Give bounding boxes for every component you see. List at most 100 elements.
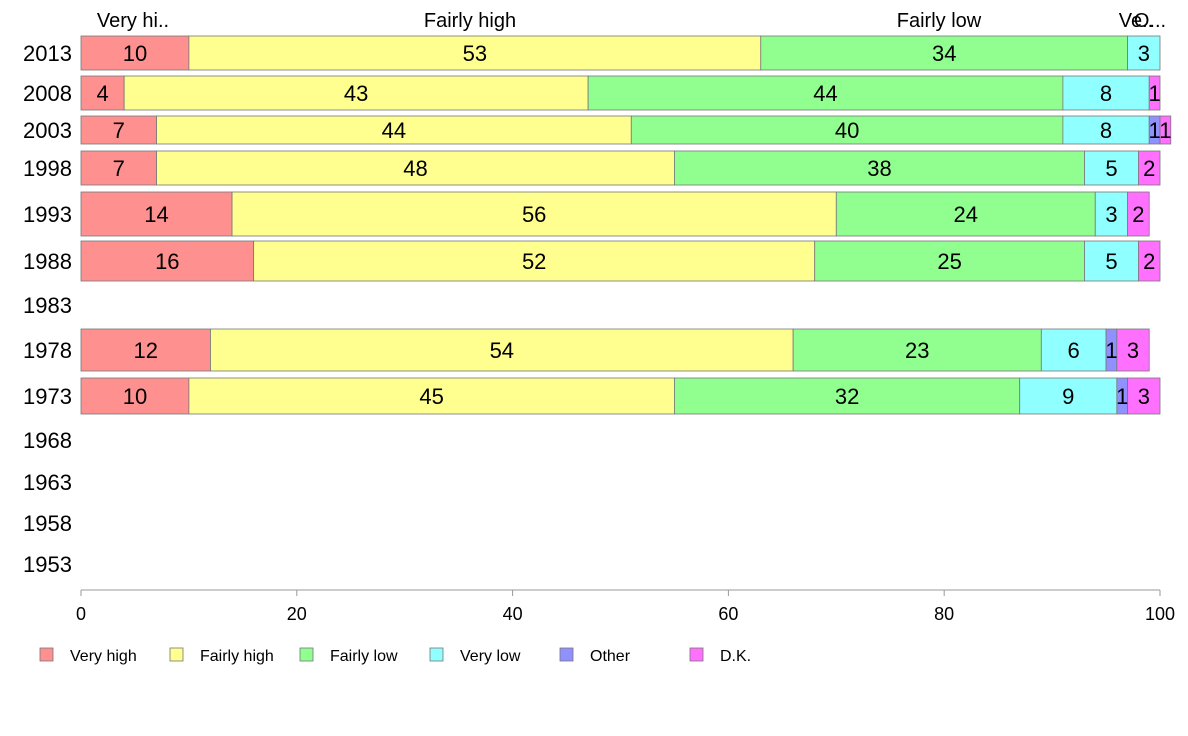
bar-segment	[1138, 240, 1161, 282]
bar-segment	[1127, 35, 1161, 71]
data-label: 7	[113, 118, 125, 143]
bar-segment	[792, 328, 1042, 372]
bar-segment	[1148, 75, 1161, 111]
x-tick-label: 0	[76, 604, 86, 624]
data-label: 44	[813, 81, 837, 106]
legend-swatch	[39, 647, 54, 662]
x-tick-label: 100	[1145, 604, 1175, 624]
year-label: 1958	[23, 511, 72, 536]
data-label: 10	[123, 384, 147, 409]
x-tick-label: 40	[503, 604, 523, 624]
bar-segment	[1084, 150, 1139, 186]
year-label: 1983	[23, 293, 72, 318]
bar-segment	[210, 328, 794, 372]
bar-segment	[1062, 115, 1150, 145]
bar-segment	[80, 115, 157, 145]
x-tick-label: 60	[718, 604, 738, 624]
bar-segment	[123, 75, 589, 111]
data-label: 8	[1100, 81, 1112, 106]
legend-swatch	[169, 647, 184, 662]
data-label: 54	[490, 338, 514, 363]
bar-segment	[188, 377, 675, 415]
data-label: 2	[1143, 249, 1155, 274]
segment-name-label: Very hi..	[97, 10, 169, 32]
year-label: 1988	[23, 249, 72, 274]
data-label: 3	[1105, 202, 1117, 227]
bar-segment	[231, 191, 837, 237]
bar-segment	[1127, 191, 1150, 237]
data-label: 38	[867, 156, 891, 181]
legend-label: Very low	[460, 648, 521, 665]
year-label: 1973	[23, 384, 72, 409]
data-label: 6	[1068, 338, 1080, 363]
bar-segment	[80, 191, 233, 237]
data-label: 1	[1148, 81, 1160, 106]
data-label: 8	[1100, 118, 1112, 143]
data-label: 4	[96, 81, 108, 106]
data-label: 34	[932, 41, 956, 66]
data-label: 32	[835, 384, 859, 409]
segment-name-label: Fairly high	[424, 10, 516, 32]
data-label: 10	[123, 41, 147, 66]
year-label: 1978	[23, 338, 72, 363]
year-label: 1998	[23, 156, 72, 181]
bar-segment	[587, 75, 1064, 111]
data-label: 43	[344, 81, 368, 106]
data-label: 45	[419, 384, 443, 409]
year-label: 1993	[23, 202, 72, 227]
year-label: 2008	[23, 81, 72, 106]
data-label: 7	[113, 156, 125, 181]
bar-segment	[1040, 328, 1107, 372]
bar-segment	[80, 240, 255, 282]
bar-segment	[1138, 150, 1161, 186]
bar-segment	[1159, 115, 1172, 145]
legend-label: Fairly high	[200, 648, 274, 665]
bar-segment	[1084, 240, 1139, 282]
bar-segment	[253, 240, 816, 282]
data-label: 2	[1143, 156, 1155, 181]
x-tick-label: 20	[287, 604, 307, 624]
data-label: 1	[1116, 384, 1128, 409]
legend-label: Very high	[70, 648, 137, 665]
year-label: 2013	[23, 41, 72, 66]
data-label: 16	[155, 249, 179, 274]
data-label: 53	[463, 41, 487, 66]
legend-label: Fairly low	[330, 648, 398, 665]
legend-swatch	[689, 647, 704, 662]
data-label: 5	[1105, 249, 1117, 274]
legend-swatch	[559, 647, 574, 662]
bar-segment	[156, 115, 632, 145]
bar-segment	[630, 115, 1064, 145]
year-label: 2003	[23, 118, 72, 143]
bar-segment	[1062, 75, 1150, 111]
data-label: 3	[1127, 338, 1139, 363]
x-tick-label: 80	[934, 604, 954, 624]
bar-segment	[1116, 328, 1150, 372]
bar-segment	[80, 150, 157, 186]
data-label: 56	[522, 202, 546, 227]
bar-segment	[156, 150, 675, 186]
bar-segment	[80, 75, 125, 111]
data-label: 3	[1138, 41, 1150, 66]
data-label: 52	[522, 249, 546, 274]
year-label: 1953	[23, 552, 72, 577]
data-label: 44	[382, 118, 406, 143]
bar-segment	[80, 35, 190, 71]
legend-swatch	[429, 647, 444, 662]
data-label: 3	[1138, 384, 1150, 409]
bar-segment	[1127, 377, 1161, 415]
data-label: 23	[905, 338, 929, 363]
legend-label: Other	[590, 648, 631, 665]
segment-name-label: Fairly low	[897, 10, 982, 32]
bar-segment	[674, 150, 1085, 186]
legend-swatch	[299, 647, 314, 662]
bar-segment	[835, 191, 1096, 237]
bar-segment	[814, 240, 1085, 282]
data-label: 2	[1132, 202, 1144, 227]
legend-label: D.K.	[720, 648, 751, 665]
data-label: 5	[1105, 156, 1117, 181]
bar-segment	[674, 377, 1021, 415]
data-label: 48	[403, 156, 427, 181]
data-label: 1	[1159, 118, 1171, 143]
